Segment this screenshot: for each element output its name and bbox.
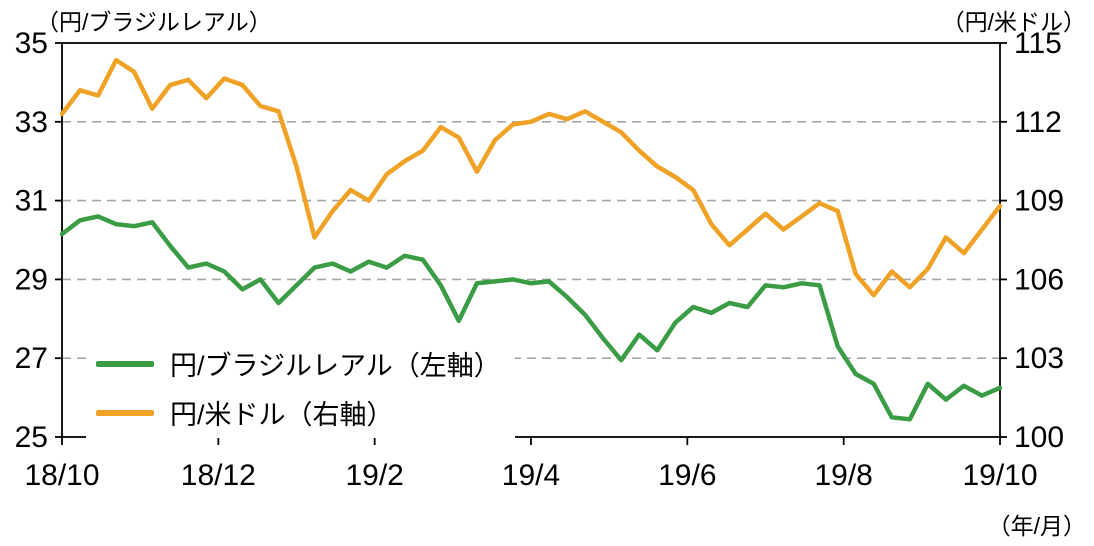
x-axis-tick-label: 19/2	[345, 459, 403, 492]
left-axis-tick-label: 31	[15, 185, 48, 218]
left-axis-title: （円/ブラジルレアル）	[36, 9, 272, 35]
series-line-0	[59, 214, 1003, 422]
legend-label-jpy-usd: 円/米ドル（右軸）	[170, 400, 394, 430]
x-axis-unit-label: （年/月）	[987, 513, 1086, 539]
right-axis-title: （円/米ドル）	[941, 9, 1086, 35]
left-axis-tick-label: 29	[15, 263, 48, 296]
right-axis-tick-label: 103	[1014, 342, 1064, 375]
left-axis-tick-label: 35	[15, 27, 48, 60]
legend-item-jpy-usd: 円/米ドル（右軸）	[96, 393, 501, 432]
right-axis-tick-label: 100	[1014, 421, 1064, 454]
left-axis-tick-label: 33	[15, 106, 48, 139]
x-axis-tick-label: 18/12	[181, 459, 256, 492]
series-line-1	[59, 57, 1003, 298]
x-axis-tick-label: 19/8	[814, 459, 872, 492]
legend-label-jpy-brl: 円/ブラジルレアル（左軸）	[170, 351, 501, 381]
right-axis-tick-label: 109	[1014, 185, 1064, 218]
legend-swatch-jpy-brl	[96, 360, 154, 367]
right-axis-tick-label: 106	[1014, 263, 1064, 296]
legend-swatch-jpy-usd	[96, 409, 154, 416]
legend-item-jpy-brl: 円/ブラジルレアル（左軸）	[96, 344, 501, 383]
legend: 円/ブラジルレアル（左軸） 円/米ドル（右軸）	[86, 338, 515, 438]
x-axis-tick-label: 18/10	[24, 459, 99, 492]
right-axis-tick-label: 115	[1014, 27, 1062, 60]
x-axis-tick-label: 19/4	[502, 459, 560, 492]
left-axis-tick-label: 27	[15, 342, 48, 375]
x-axis-tick-label: 19/10	[962, 459, 1037, 492]
right-axis-tick-label: 112	[1014, 106, 1062, 139]
x-axis-tick-label: 19/6	[658, 459, 716, 492]
left-axis-tick-label: 25	[15, 421, 48, 454]
